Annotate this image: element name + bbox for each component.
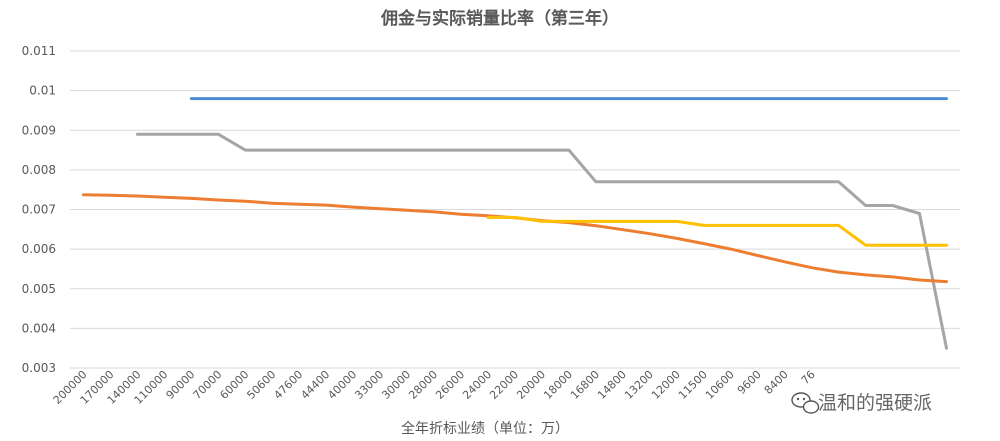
x-tick-label: 90000 [164,368,198,402]
x-tick-label: 60000 [217,368,251,402]
x-tick-label: 8400 [762,368,791,397]
x-tick-label: 9600 [735,368,764,397]
x-tick-label: 16800 [568,368,602,402]
y-tick-label: 0.004 [22,321,56,335]
x-tick-label: 47600 [271,368,305,402]
x-tick-label: 11500 [676,368,710,402]
x-tick-label: 26000 [433,368,467,402]
y-tick-label: 0.007 [22,203,56,217]
x-tick-label: 12000 [649,368,683,402]
watermark-text: 温和的强硬派 [818,392,932,414]
x-tick-label: 30000 [379,368,413,402]
chart-title: 佣金与实际销量比率（第三年） [380,8,619,29]
x-tick-label: 14800 [595,368,629,402]
series-line-2 [135,132,948,350]
y-tick-label: 0.006 [22,242,56,256]
x-tick-label: 70000 [191,368,225,402]
y-tick-label: 0.01 [29,84,56,98]
x-tick-label: 40000 [325,368,359,402]
x-tick-label: 20000 [514,368,548,402]
y-tick-label: 0.003 [22,361,56,375]
gridlines [70,50,960,329]
series-lines [82,97,948,350]
x-tick-label: 10600 [703,368,737,402]
x-tick-label: 28000 [406,368,440,402]
y-tick-label: 0.008 [22,163,56,177]
x-tick-label: 18000 [541,368,575,402]
x-tick-label: 24000 [460,368,494,402]
series-line-3 [82,193,948,284]
x-axis-ticks: 2000001700001400001100009000070000600005… [51,368,818,407]
x-axis-label: 全年折标业绩（单位：万） [401,420,569,437]
x-tick-label: 44400 [298,368,332,402]
y-tick-label: 0.009 [22,123,56,137]
x-tick-label: 33000 [352,368,386,402]
x-tick-label: 22000 [487,368,521,402]
wechat-icon [791,392,820,414]
x-tick-label: 50600 [244,368,278,402]
y-axis-ticks: 0.003 0.004 0.005 0.006 0.007 0.008 0.009 0.01 0… [22,44,56,375]
series-line-4 [486,215,948,247]
watermark: 温和的强硬派 [791,392,932,414]
x-tick-label: 13200 [622,368,656,402]
x-tick-label: 76 [799,368,818,387]
y-tick-label: 0.011 [22,44,56,58]
y-tick-label: 0.005 [22,282,56,296]
